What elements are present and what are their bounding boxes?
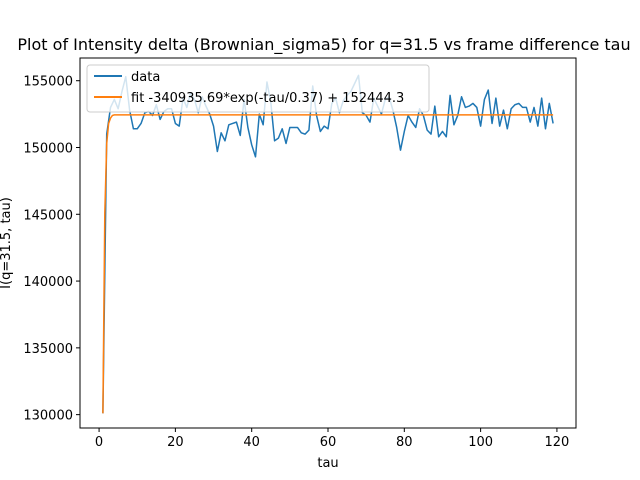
x-tick-label: 20 bbox=[167, 435, 184, 450]
x-tick-label: 40 bbox=[243, 435, 260, 450]
x-tick-label: 0 bbox=[95, 435, 103, 450]
x-tick-label: 100 bbox=[468, 435, 493, 450]
x-axis-ticks: 0 20 40 60 80 100 120 bbox=[95, 428, 569, 450]
x-tick-label: 80 bbox=[396, 435, 413, 450]
legend-label-fit: fit -340935.69*exp(-tau/0.37) + 152444.3 bbox=[131, 91, 404, 106]
chart-title: Plot of Intensity delta (Brownian_sigma5… bbox=[17, 35, 630, 55]
y-axis-ticks: 130000 135000 140000 145000 150000 155000 bbox=[23, 75, 80, 424]
y-tick-label: 145000 bbox=[23, 208, 73, 223]
y-tick-label: 130000 bbox=[23, 409, 73, 424]
x-tick-label: 120 bbox=[545, 435, 570, 450]
series-line-data bbox=[102, 74, 554, 414]
legend-box bbox=[86, 64, 430, 113]
y-tick-label: 135000 bbox=[23, 342, 73, 357]
series-line-fit bbox=[102, 114, 554, 414]
series-layer bbox=[102, 74, 554, 414]
x-tick-label: 60 bbox=[320, 435, 337, 450]
legend: data fit -340935.69*exp(-tau/0.37) + 152… bbox=[86, 64, 430, 113]
y-tick-label: 155000 bbox=[23, 75, 73, 90]
legend-label-data: data bbox=[131, 70, 160, 85]
x-axis-label: tau bbox=[317, 456, 338, 471]
y-axis-label: I(q=31.5, tau) bbox=[0, 197, 14, 289]
y-tick-label: 140000 bbox=[23, 275, 73, 290]
y-tick-label: 150000 bbox=[23, 141, 73, 156]
